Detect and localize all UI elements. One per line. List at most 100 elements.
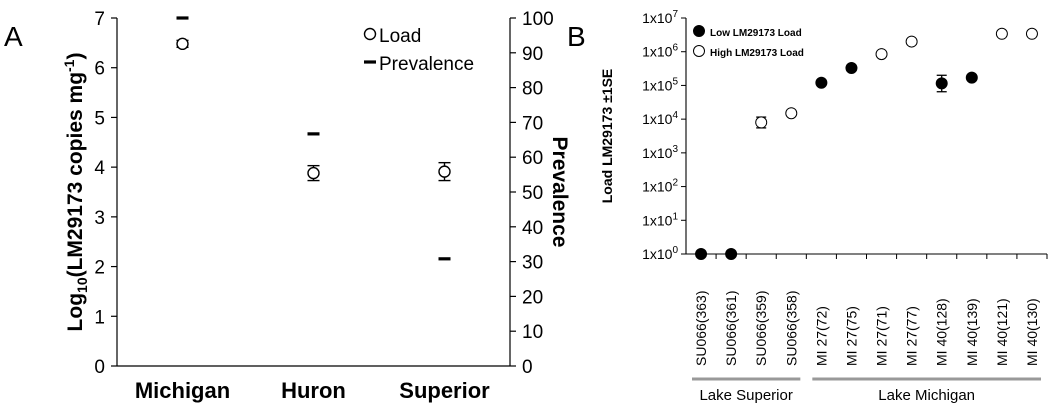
log-tick-exponent: 5 <box>672 76 678 87</box>
panel-a-marks <box>176 16 451 261</box>
group-label: Lake Michigan <box>878 387 975 404</box>
left-tick-label: 7 <box>94 9 105 30</box>
load-point <box>307 166 320 180</box>
high-load-point <box>755 116 768 129</box>
b-category-label: MI 40(130) <box>1024 298 1040 366</box>
b-category-label: MI 27(77) <box>904 306 920 366</box>
log-tick-base: 1x10 <box>642 44 673 60</box>
right-tick-label: 10 <box>522 322 543 343</box>
left-tick-label: 6 <box>94 59 105 80</box>
log-tick-label: 1x103 <box>642 144 678 161</box>
right-tick-label: 30 <box>522 253 543 274</box>
log-tick-base: 1x10 <box>642 246 673 262</box>
group-label: Lake Superior <box>699 387 792 404</box>
left-y-ticks: 0 1 2 3 4 5 6 7 <box>94 9 117 378</box>
right-y-ticks: 0 10 20 30 40 50 60 70 80 90 100 <box>510 9 554 378</box>
low-load-point <box>695 248 708 260</box>
log-tick-base: 1x10 <box>642 145 673 161</box>
panel-a: A 0 1 2 3 4 5 6 7 0 10 20 30 40 50 60 70 80 90 100 Michig… <box>4 9 571 403</box>
right-tick-label: 60 <box>522 148 543 169</box>
log-tick-label: 1x101 <box>642 211 678 228</box>
x-category-labels: Michigan Huron Superior <box>135 378 490 403</box>
high-load-point <box>785 107 798 120</box>
panel-b-marks <box>695 27 1038 260</box>
high-load-point <box>905 35 918 48</box>
low-load-point <box>965 71 978 84</box>
log-tick-exponent: 3 <box>672 144 678 155</box>
log-tick-exponent: 2 <box>672 178 678 189</box>
log-tick-base: 1x10 <box>642 10 673 26</box>
right-tick-label: 90 <box>522 44 543 65</box>
low-load-point <box>815 76 828 89</box>
left-tick-label: 5 <box>94 108 105 129</box>
log-tick-base: 1x10 <box>642 77 673 93</box>
b-category-label: MI 27(71) <box>874 306 890 366</box>
left-tick-label: 0 <box>94 357 105 378</box>
b-category-label: SU066(359) <box>753 291 769 367</box>
right-tick-label: 100 <box>522 9 554 30</box>
b-category-label: MI 27(75) <box>843 306 859 366</box>
log-tick-label: 1x102 <box>642 178 678 195</box>
b-category-label: MI 40(121) <box>994 298 1010 366</box>
log-tick-label: 1x107 <box>642 9 678 26</box>
legend-low-marker <box>693 25 705 37</box>
load-point <box>176 37 189 51</box>
b-category-label: MI 40(139) <box>964 298 980 366</box>
legend-load-marker <box>363 27 377 41</box>
b-category-label: MI 40(128) <box>934 298 950 366</box>
panel-a-label: A <box>4 21 23 52</box>
b-group-brackets: Lake Superior Lake Michigan <box>692 377 1041 404</box>
b-category-label: SU066(361) <box>723 291 739 367</box>
right-tick-label: 80 <box>522 79 543 100</box>
panel-b-legend: Low LM29173 Load High LM29173 Load <box>693 25 804 59</box>
left-tick-label: 2 <box>94 258 105 279</box>
right-y-axis-label: Prevalence <box>548 137 571 248</box>
log-tick-label: 1x106 <box>642 43 678 60</box>
category-label: Huron <box>281 378 346 403</box>
log-tick-exponent: 6 <box>672 43 678 54</box>
category-label: Michigan <box>135 378 230 403</box>
high-load-point <box>995 27 1008 40</box>
right-tick-label: 0 <box>522 357 533 378</box>
log-tick-base: 1x10 <box>642 111 673 127</box>
log-tick-base: 1x10 <box>642 212 673 228</box>
b-category-label: SU066(358) <box>783 291 799 367</box>
panel-b-label: B <box>567 21 586 52</box>
category-label: Superior <box>399 378 490 403</box>
right-tick-label: 50 <box>522 183 543 204</box>
low-load-point <box>725 248 738 260</box>
low-load-point <box>845 61 858 74</box>
legend-high-label: High LM29173 Load <box>710 48 804 59</box>
right-tick-label: 70 <box>522 113 543 134</box>
load-point <box>438 165 451 178</box>
b-category-label: SU066(363) <box>693 291 709 367</box>
panel-b: B 1x1001x1011x1021x1031x1041x1051x1061x1… <box>567 9 1048 404</box>
log-tick-label: 1x104 <box>642 110 678 127</box>
right-tick-label: 40 <box>522 218 543 239</box>
left-tick-label: 3 <box>94 208 105 229</box>
panel-a-legend: Load Prevalence <box>363 26 474 75</box>
right-tick-label: 20 <box>522 287 543 308</box>
legend-load-label: Load <box>379 26 421 47</box>
high-load-point <box>875 48 888 61</box>
log-tick-exponent: 1 <box>672 211 678 222</box>
legend-low-label: Low LM29173 Load <box>710 28 802 39</box>
legend-prevalence-label: Prevalence <box>379 54 474 75</box>
b-category-labels: SU066(363) SU066(361) SU066(359) SU066(358)… <box>693 254 1048 367</box>
low-load-point <box>935 77 948 90</box>
log-tick-label: 1x105 <box>642 76 678 93</box>
log-tick-base: 1x10 <box>642 179 673 195</box>
log-tick-label: 1x100 <box>642 245 678 262</box>
high-load-point <box>1025 27 1038 40</box>
b-category-label: MI 27(72) <box>813 306 829 366</box>
legend-high-marker <box>693 45 705 57</box>
log-tick-exponent: 0 <box>672 245 678 256</box>
b-y-axis-label: Load LM29173 ±1SE <box>599 69 615 204</box>
left-y-axis-label: Log10(LM29173 copies mg-1) <box>61 53 90 332</box>
left-tick-label: 4 <box>94 158 105 179</box>
log-tick-exponent: 7 <box>672 9 678 20</box>
left-tick-label: 1 <box>94 307 105 328</box>
log-tick-exponent: 4 <box>672 110 678 121</box>
